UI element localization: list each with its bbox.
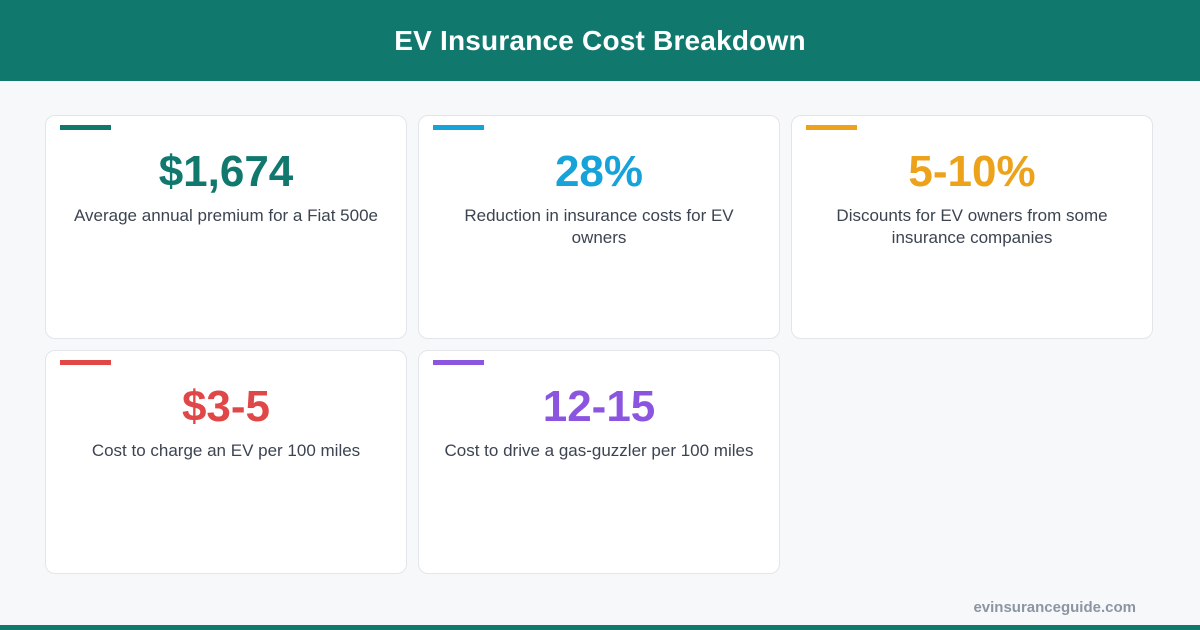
stat-card-premium: $1,674 Average annual premium for a Fiat… (45, 115, 407, 339)
stat-description: Cost to charge an EV per 100 miles (91, 441, 361, 460)
stat-value: 28% (554, 147, 644, 196)
card-accent-bar (60, 125, 111, 130)
stat-description: Average annual premium for a Fiat 500e (74, 206, 378, 225)
card-accent-bar (433, 360, 484, 365)
card-accent-bar (433, 125, 484, 130)
stat-description: Cost to drive a gas-guzzler per 100 mile… (444, 441, 754, 460)
stat-description: Reduction in insurance costs for EV owne… (464, 206, 734, 247)
card-accent-bar (60, 360, 111, 365)
footer-site-name: evinsuranceguide.com (973, 599, 1136, 616)
header-banner: EV Insurance Cost Breakdown (0, 0, 1200, 81)
stat-card-gas-cost: 12-15 Cost to drive a gas-guzzler per 10… (418, 350, 780, 574)
stat-description: Discounts for EV owners from some insura… (836, 206, 1108, 247)
stat-card-reduction: 28% Reduction in insurance costs for EV … (418, 115, 780, 339)
stat-card-discounts: 5-10% Discounts for EV owners from some … (791, 115, 1153, 339)
page-title: EV Insurance Cost Breakdown (394, 24, 806, 56)
stat-value: $1,674 (158, 147, 294, 196)
stat-value: 5-10% (908, 147, 1036, 196)
stat-value: $3-5 (181, 382, 271, 431)
footer-bar (0, 625, 1200, 630)
card-accent-bar (806, 125, 857, 130)
stat-card-ev-charge-cost: $3-5 Cost to charge an EV per 100 miles (45, 350, 407, 574)
stat-value: 12-15 (542, 382, 656, 431)
